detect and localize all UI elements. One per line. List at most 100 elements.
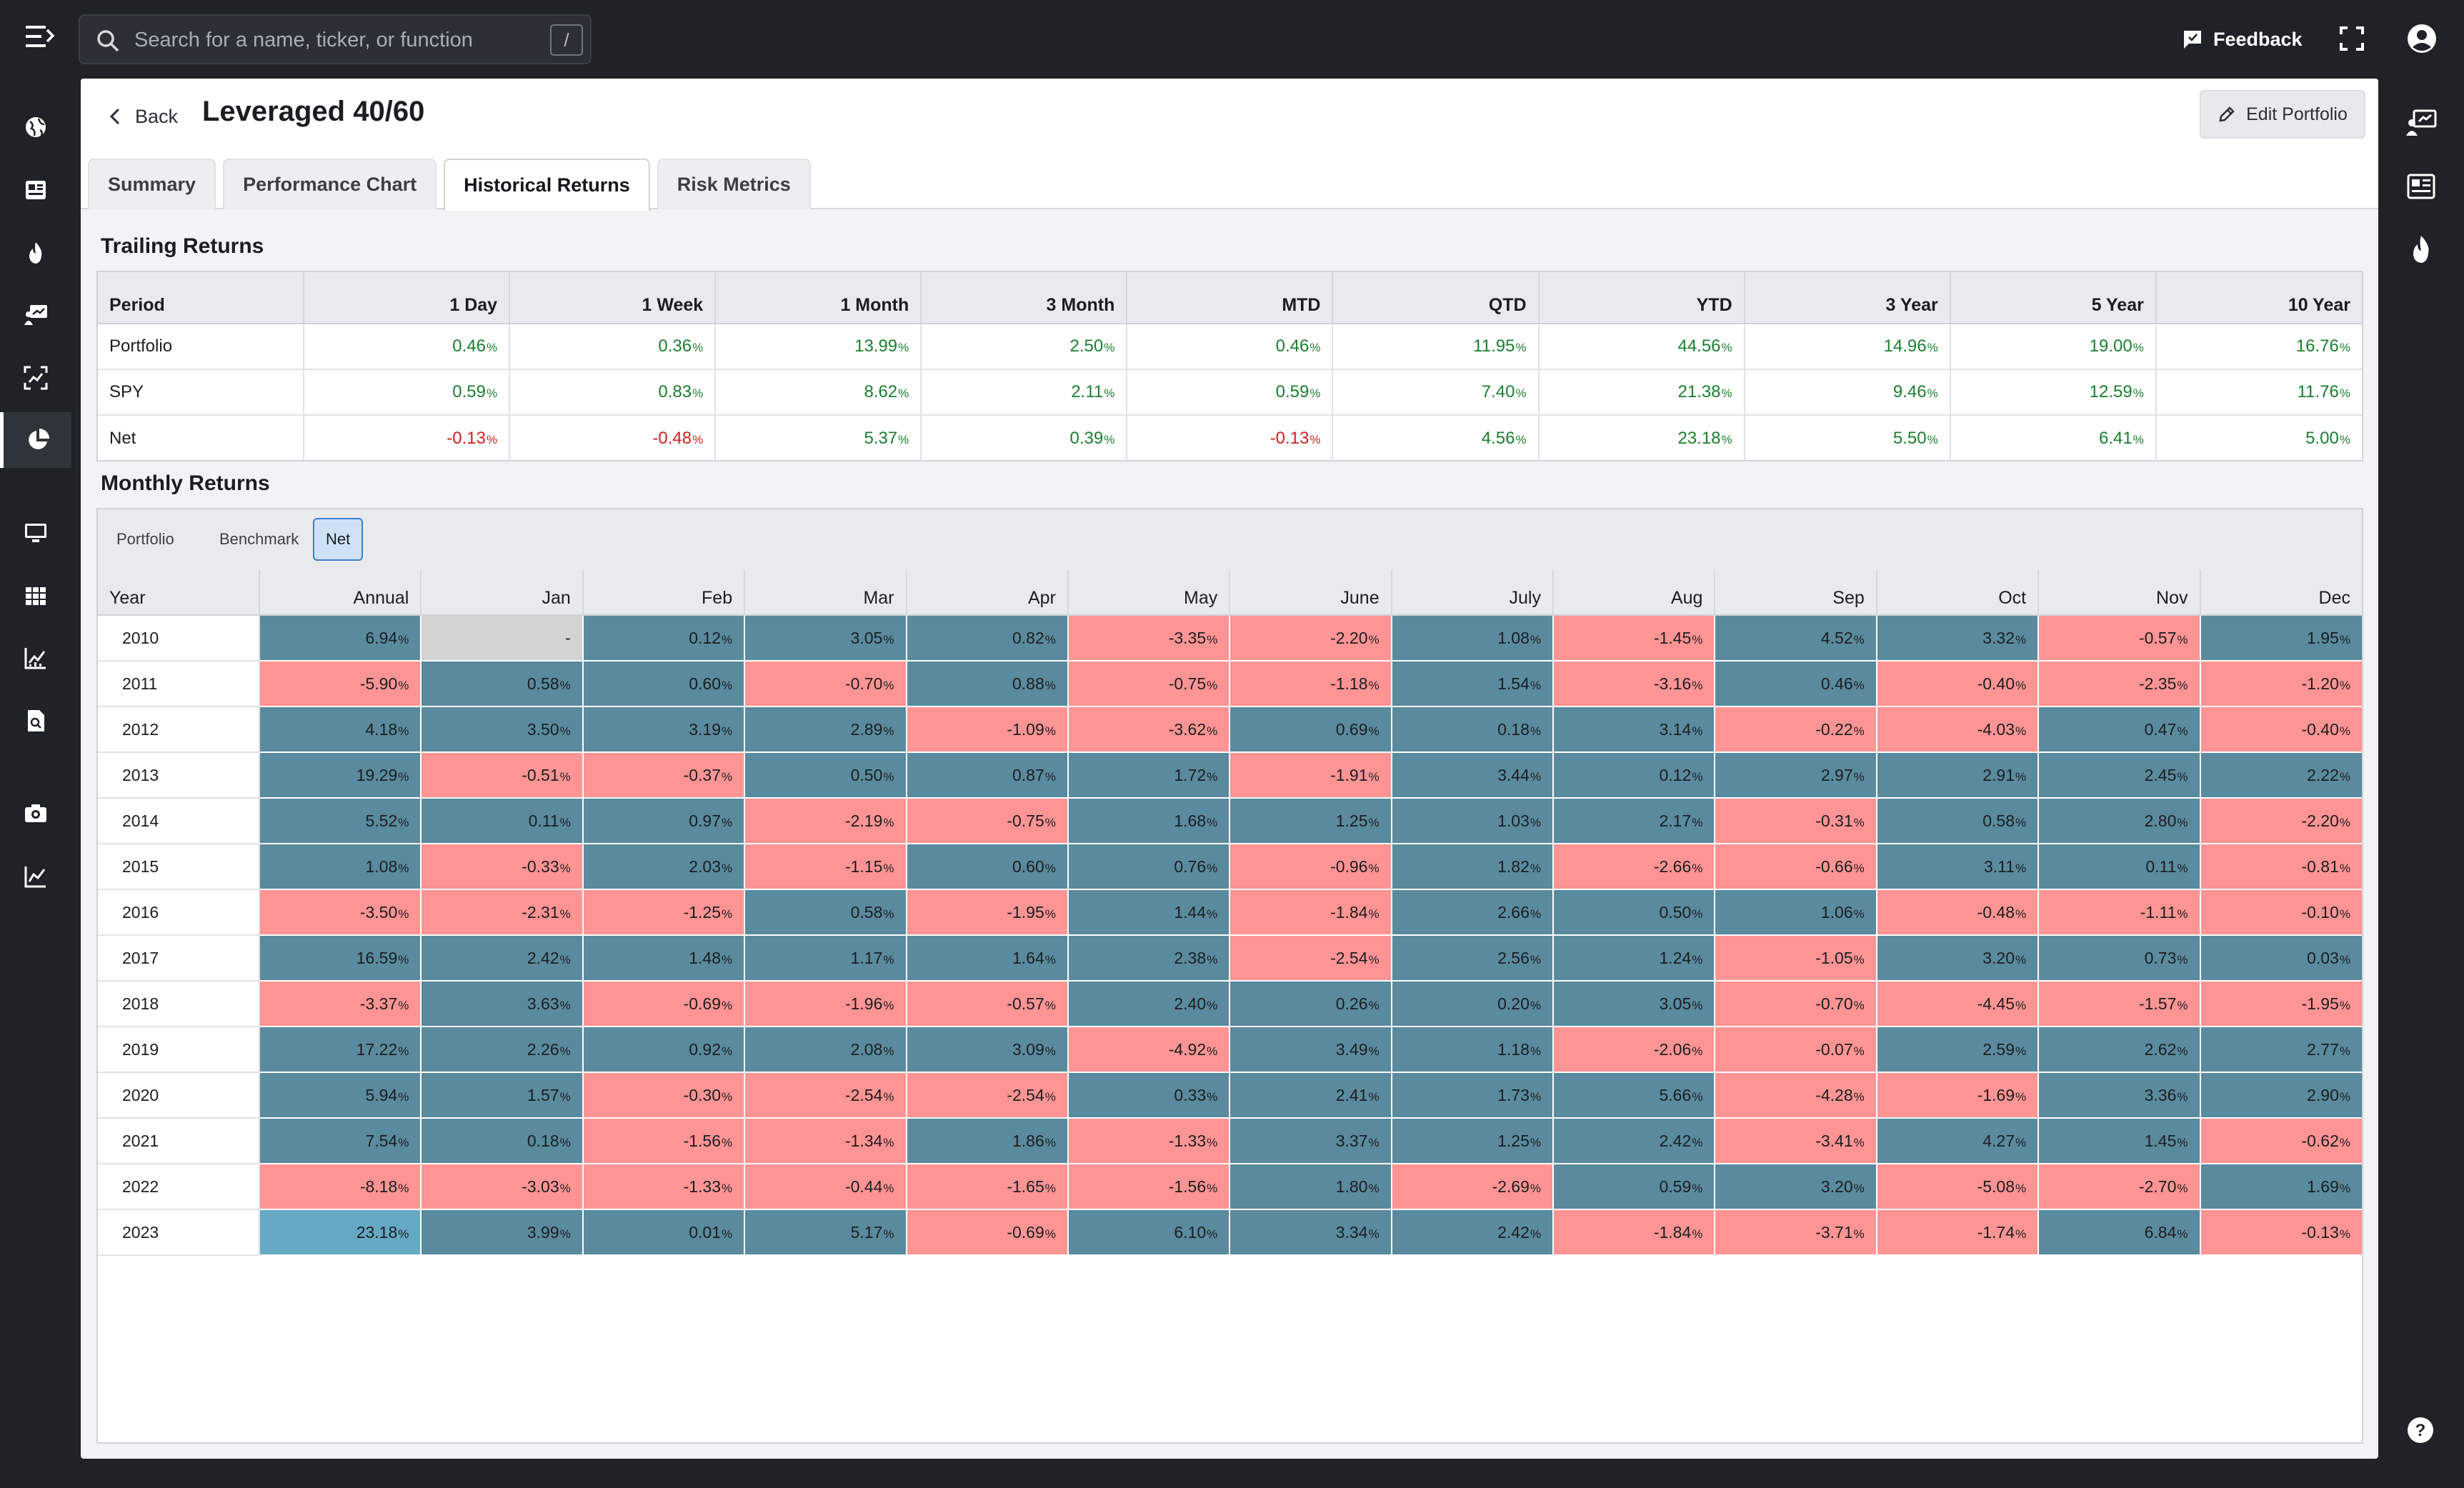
percent-sign: % bbox=[559, 1227, 571, 1241]
return-cell: 4.56% bbox=[1332, 415, 1540, 461]
year-label: 2020 bbox=[98, 1072, 260, 1119]
return-cell: -2.06% bbox=[1553, 1027, 1716, 1073]
nav-news[interactable] bbox=[0, 162, 71, 218]
edit-portfolio-button[interactable]: Edit Portfolio bbox=[2200, 90, 2365, 139]
news-icon[interactable] bbox=[2405, 170, 2438, 203]
percent-sign: % bbox=[2339, 724, 2350, 738]
return-cell: 21.38% bbox=[1538, 369, 1745, 416]
cell-value: 0.58 bbox=[527, 674, 559, 693]
percent-sign: % bbox=[883, 952, 894, 967]
toggle-portfolio[interactable]: Portfolio bbox=[116, 530, 174, 548]
percent-sign: % bbox=[1104, 386, 1115, 400]
return-cell: -4.28% bbox=[1715, 1072, 1877, 1119]
nav-grid[interactable] bbox=[0, 568, 71, 624]
cell-value: -1.65 bbox=[1007, 1177, 1044, 1196]
percent-sign: % bbox=[2177, 907, 2188, 921]
percent-sign: % bbox=[1721, 386, 1732, 400]
percent-sign: % bbox=[1853, 861, 1865, 875]
cell-value: 11.76 bbox=[2297, 382, 2339, 401]
percent-sign: % bbox=[559, 1089, 571, 1104]
percent-sign: % bbox=[1207, 1181, 1218, 1195]
percent-sign: % bbox=[2177, 952, 2188, 967]
cell-value: 3.32 bbox=[1982, 628, 2015, 647]
cell-value: -2.06 bbox=[1653, 1039, 1692, 1059]
cell-value: 3.63 bbox=[527, 994, 559, 1013]
nav-portfolio[interactable] bbox=[0, 412, 71, 468]
return-cell: 0.33% bbox=[1067, 1072, 1231, 1119]
nav-trending[interactable] bbox=[0, 225, 71, 281]
percent-sign: % bbox=[1692, 815, 1703, 829]
cell-value: 0.76 bbox=[1174, 857, 1207, 876]
return-cell: -0.70% bbox=[744, 661, 907, 707]
return-cell: 2.11% bbox=[921, 369, 1128, 416]
percent-sign: % bbox=[1207, 1227, 1218, 1241]
return-cell: -1.95% bbox=[906, 889, 1069, 936]
nav-line-chart[interactable] bbox=[0, 630, 71, 686]
percent-sign: % bbox=[1368, 907, 1380, 921]
year-label: 2015 bbox=[98, 844, 260, 890]
tab-performance-chart[interactable]: Performance Chart bbox=[223, 159, 437, 209]
return-cell: -2.20% bbox=[2200, 798, 2362, 844]
return-cell: -1.65% bbox=[906, 1164, 1069, 1210]
search-box[interactable]: / bbox=[79, 14, 592, 64]
cell-value: -0.66 bbox=[1815, 857, 1853, 876]
return-cell: 4.27% bbox=[1876, 1118, 2040, 1164]
return-cell: 17.22% bbox=[259, 1027, 422, 1073]
toggle-net[interactable]: Net bbox=[313, 518, 364, 561]
return-cell: 0.18% bbox=[1391, 706, 1555, 753]
search-input[interactable] bbox=[134, 23, 520, 57]
return-cell: 3.05% bbox=[744, 615, 907, 661]
cell-value: -0.75 bbox=[1168, 674, 1207, 693]
feedback-button[interactable]: Feedback bbox=[2182, 24, 2303, 54]
percent-sign: % bbox=[2177, 1181, 2188, 1195]
percent-sign: % bbox=[1530, 998, 1541, 1012]
cell-value: -2.20 bbox=[2301, 811, 2339, 830]
nav-presentation[interactable] bbox=[0, 287, 71, 343]
fullscreen-icon[interactable] bbox=[2339, 26, 2365, 51]
return-cell: 1.48% bbox=[582, 935, 746, 982]
tab-summary[interactable]: Summary bbox=[88, 159, 216, 209]
percent-sign: % bbox=[2133, 341, 2144, 354]
return-cell: 3.34% bbox=[1229, 1209, 1392, 1256]
monthly-returns-table: Year Annual Jan Feb Mar Apr May June July Aug Sep O… bbox=[98, 569, 2362, 1256]
percent-sign: % bbox=[722, 815, 733, 829]
presentation-icon[interactable] bbox=[2405, 107, 2438, 140]
cell-value: 2.42 bbox=[1659, 1131, 1692, 1150]
nav-camera[interactable] bbox=[0, 786, 71, 842]
back-button[interactable]: Back bbox=[106, 99, 178, 134]
return-cell: 3.99% bbox=[421, 1209, 584, 1256]
percent-sign: % bbox=[2177, 1227, 2188, 1241]
return-cell: 2.17% bbox=[1553, 798, 1716, 844]
return-cell: 14.96% bbox=[1744, 324, 1951, 370]
tab-historical-returns[interactable]: Historical Returns bbox=[444, 159, 650, 211]
globe-icon bbox=[26, 117, 46, 137]
cell-value: 5.52 bbox=[365, 811, 398, 830]
nav-document-search[interactable] bbox=[0, 693, 71, 749]
tab-risk-metrics[interactable]: Risk Metrics bbox=[657, 159, 811, 209]
return-cell: 9.46% bbox=[1744, 369, 1951, 416]
cell-value: 3.05 bbox=[850, 628, 883, 647]
nav-trend[interactable] bbox=[0, 849, 71, 904]
cell-value: 1.25 bbox=[1335, 811, 1368, 830]
help-icon[interactable]: ? bbox=[2406, 1416, 2435, 1444]
percent-sign: % bbox=[692, 341, 704, 354]
nav-scan-chart[interactable] bbox=[0, 350, 71, 406]
cell-value: 23.18 bbox=[356, 1222, 398, 1242]
column-header: Annual bbox=[259, 569, 422, 616]
cell-value: 0.97 bbox=[689, 811, 721, 830]
percent-sign: % bbox=[559, 815, 571, 829]
table-row: 2018 -3.37% 3.63% -0.69% -1.96% -0.57% 2.40% 0.… bbox=[98, 981, 2362, 1027]
nav-globe[interactable] bbox=[0, 99, 71, 155]
flame-icon[interactable] bbox=[2405, 233, 2438, 266]
percent-sign: % bbox=[1104, 432, 1115, 446]
toggle-benchmark[interactable]: Benchmark bbox=[219, 530, 299, 548]
return-cell: 0.59% bbox=[1553, 1164, 1716, 1210]
account-icon[interactable] bbox=[2406, 23, 2438, 54]
return-cell: 0.39% bbox=[921, 415, 1128, 461]
percent-sign: % bbox=[2339, 1044, 2350, 1058]
return-cell: 0.01% bbox=[582, 1209, 746, 1256]
return-cell: -1.56% bbox=[1067, 1164, 1231, 1210]
menu-icon[interactable] bbox=[24, 21, 56, 53]
nav-monitor[interactable] bbox=[0, 505, 71, 561]
return-cell: 3.20% bbox=[1715, 1164, 1877, 1210]
